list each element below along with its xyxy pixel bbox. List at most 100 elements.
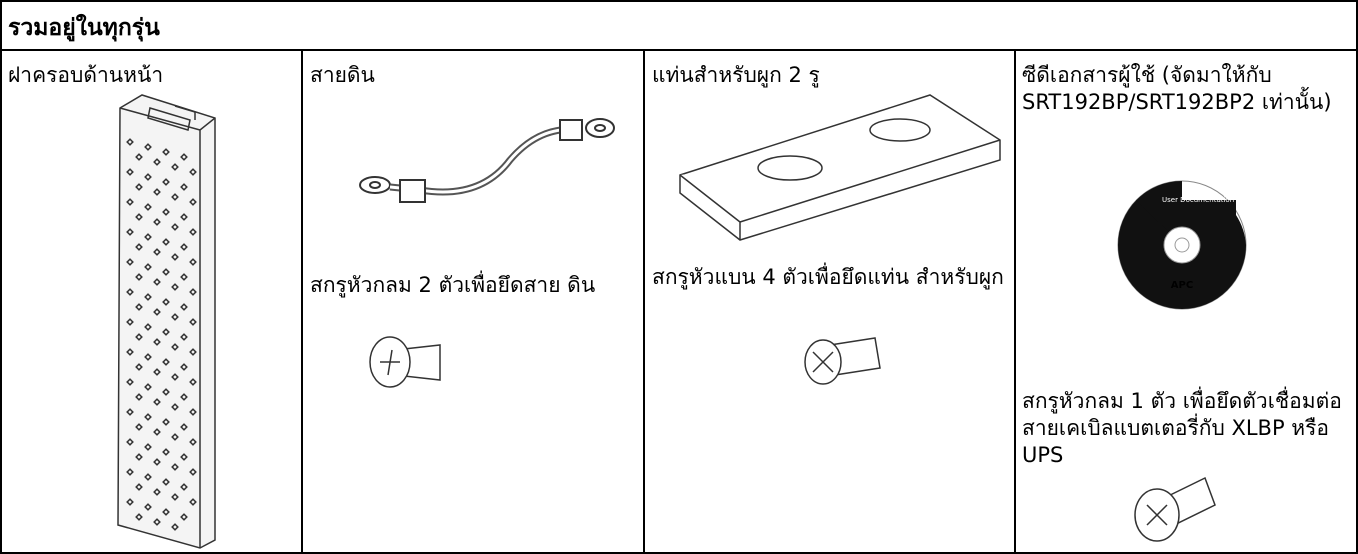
- vent-hole: [153, 488, 161, 496]
- vent-hole: [144, 473, 152, 481]
- vent-hole: [126, 408, 134, 416]
- vent-hole: [171, 523, 179, 531]
- vent-hole: [144, 203, 152, 211]
- vent-hole: [144, 143, 152, 151]
- vent-hole: [189, 318, 197, 326]
- vent-hole: [162, 478, 170, 486]
- vent-hole: [153, 338, 161, 346]
- vent-hole: [162, 148, 170, 156]
- front-cover-image: [117, 94, 216, 549]
- vent-hole: [180, 423, 188, 431]
- tie-plate-image: [679, 94, 1001, 241]
- vent-hole: [144, 503, 152, 511]
- vent-hole: [144, 233, 152, 241]
- vent-hole: [162, 508, 170, 516]
- vent-hole: [189, 258, 197, 266]
- vent-hole: [162, 268, 170, 276]
- vent-hole: [135, 333, 143, 341]
- vent-hole: [171, 493, 179, 501]
- vent-hole: [144, 323, 152, 331]
- item-label: แท่นสำหรับผูก 2 รู: [652, 63, 820, 87]
- vent-hole: [144, 383, 152, 391]
- vent-hole: [171, 313, 179, 321]
- vent-hole: [135, 303, 143, 311]
- vent-hole: [180, 483, 188, 491]
- item-label: ฝาครอบด้านหน้า: [8, 63, 164, 87]
- item-label: สกรูหัวกลม 1 ตัว เพื่อยึดตัวเชื่อมต่อสาย…: [1022, 389, 1342, 467]
- vent-hole: [153, 368, 161, 376]
- vent-hole: [162, 178, 170, 186]
- vent-hole: [189, 468, 197, 476]
- vent-hole: [144, 353, 152, 361]
- pan-screw-image: [369, 336, 441, 388]
- vent-hole: [126, 378, 134, 386]
- header-title: รวมอยู่ในทุกรุ่น: [8, 15, 160, 41]
- vent-hole: [126, 258, 134, 266]
- vent-hole: [162, 418, 170, 426]
- ground-cable-image: [359, 118, 615, 203]
- cd-image: User Documentation APC: [1117, 180, 1247, 310]
- vent-hole: [144, 413, 152, 421]
- vent-hole: [189, 378, 197, 386]
- vent-hole: [126, 138, 134, 146]
- vent-hole: [171, 343, 179, 351]
- vent-hole: [126, 318, 134, 326]
- vent-hole: [189, 498, 197, 506]
- vent-hole: [135, 243, 143, 251]
- cd-label: User Documentation: [1162, 196, 1234, 204]
- item-label: สกรูหัวแบน 4 ตัวเพื่อยึดแท่น สำหรับผูก: [652, 265, 1004, 289]
- vent-hole: [135, 213, 143, 221]
- vent-hole: [153, 158, 161, 166]
- vent-hole: [162, 328, 170, 336]
- vent-hole: [144, 443, 152, 451]
- vent-hole: [126, 198, 134, 206]
- vent-hole: [135, 483, 143, 491]
- vent-hole: [126, 288, 134, 296]
- vent-hole: [171, 463, 179, 471]
- vent-hole: [189, 348, 197, 356]
- vent-hole: [180, 453, 188, 461]
- vent-hole: [171, 193, 179, 201]
- vent-hole: [135, 273, 143, 281]
- vent-hole: [162, 448, 170, 456]
- vent-hole: [189, 288, 197, 296]
- flat-screw-image: [804, 337, 881, 385]
- item-label: สกรูหัวกลม 2 ตัวเพื่อยึดสาย ดิน: [310, 273, 596, 297]
- vent-hole: [153, 218, 161, 226]
- vent-hole: [144, 293, 152, 301]
- vent-hole: [189, 408, 197, 416]
- vent-hole: [153, 248, 161, 256]
- vent-hole: [135, 153, 143, 161]
- vent-hole: [180, 363, 188, 371]
- vent-hole: [126, 468, 134, 476]
- vent-hole: [180, 333, 188, 341]
- vent-hole: [171, 283, 179, 291]
- vent-hole: [162, 388, 170, 396]
- vent-hole: [135, 453, 143, 461]
- vent-hole: [180, 183, 188, 191]
- vent-hole: [153, 428, 161, 436]
- vent-hole: [189, 228, 197, 236]
- vent-hole: [180, 273, 188, 281]
- vent-hole: [153, 518, 161, 526]
- vent-hole: [180, 303, 188, 311]
- vent-hole: [144, 173, 152, 181]
- vent-hole: [180, 153, 188, 161]
- vent-hole: [171, 253, 179, 261]
- vent-hole: [171, 373, 179, 381]
- vent-hole: [135, 183, 143, 191]
- vent-hole: [171, 403, 179, 411]
- vent-hole: [180, 243, 188, 251]
- vent-hole: [135, 513, 143, 521]
- vent-hole: [135, 363, 143, 371]
- vent-hole: [162, 358, 170, 366]
- vent-hole: [153, 278, 161, 286]
- vent-hole: [153, 308, 161, 316]
- item-label: สายดิน: [310, 63, 375, 87]
- vent-hole: [162, 298, 170, 306]
- vent-hole: [144, 263, 152, 271]
- vent-hole: [153, 398, 161, 406]
